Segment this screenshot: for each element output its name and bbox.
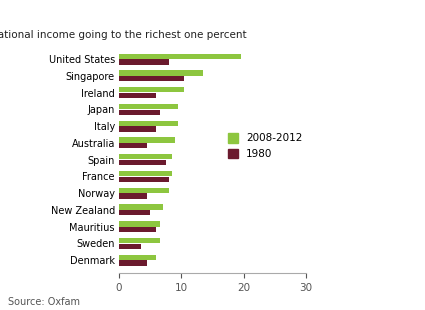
Bar: [119, 255, 156, 260]
Bar: [119, 260, 147, 266]
Bar: [119, 109, 159, 115]
Text: Source: Oxfam: Source: Oxfam: [8, 297, 80, 307]
Bar: [119, 204, 163, 210]
Bar: [119, 76, 184, 81]
Bar: [119, 104, 178, 109]
Bar: [119, 210, 150, 215]
Bar: [119, 244, 141, 249]
Bar: [119, 121, 178, 126]
Bar: [119, 93, 156, 98]
Bar: [119, 54, 241, 59]
Bar: [119, 87, 184, 92]
Bar: [119, 193, 147, 199]
Bar: [119, 70, 203, 76]
Bar: [119, 59, 169, 64]
Bar: [119, 171, 172, 176]
Bar: [119, 177, 169, 182]
Text: The share of national income going to the richest one percent: The share of national income going to th…: [0, 30, 246, 40]
Bar: [119, 160, 166, 165]
Bar: [119, 137, 175, 143]
Bar: [119, 238, 159, 243]
Legend: 2008-2012, 1980: 2008-2012, 1980: [227, 133, 303, 159]
Bar: [119, 227, 156, 232]
Bar: [119, 126, 156, 132]
Bar: [119, 143, 147, 148]
Bar: [119, 154, 172, 159]
Bar: [119, 188, 169, 193]
Bar: [119, 221, 159, 227]
